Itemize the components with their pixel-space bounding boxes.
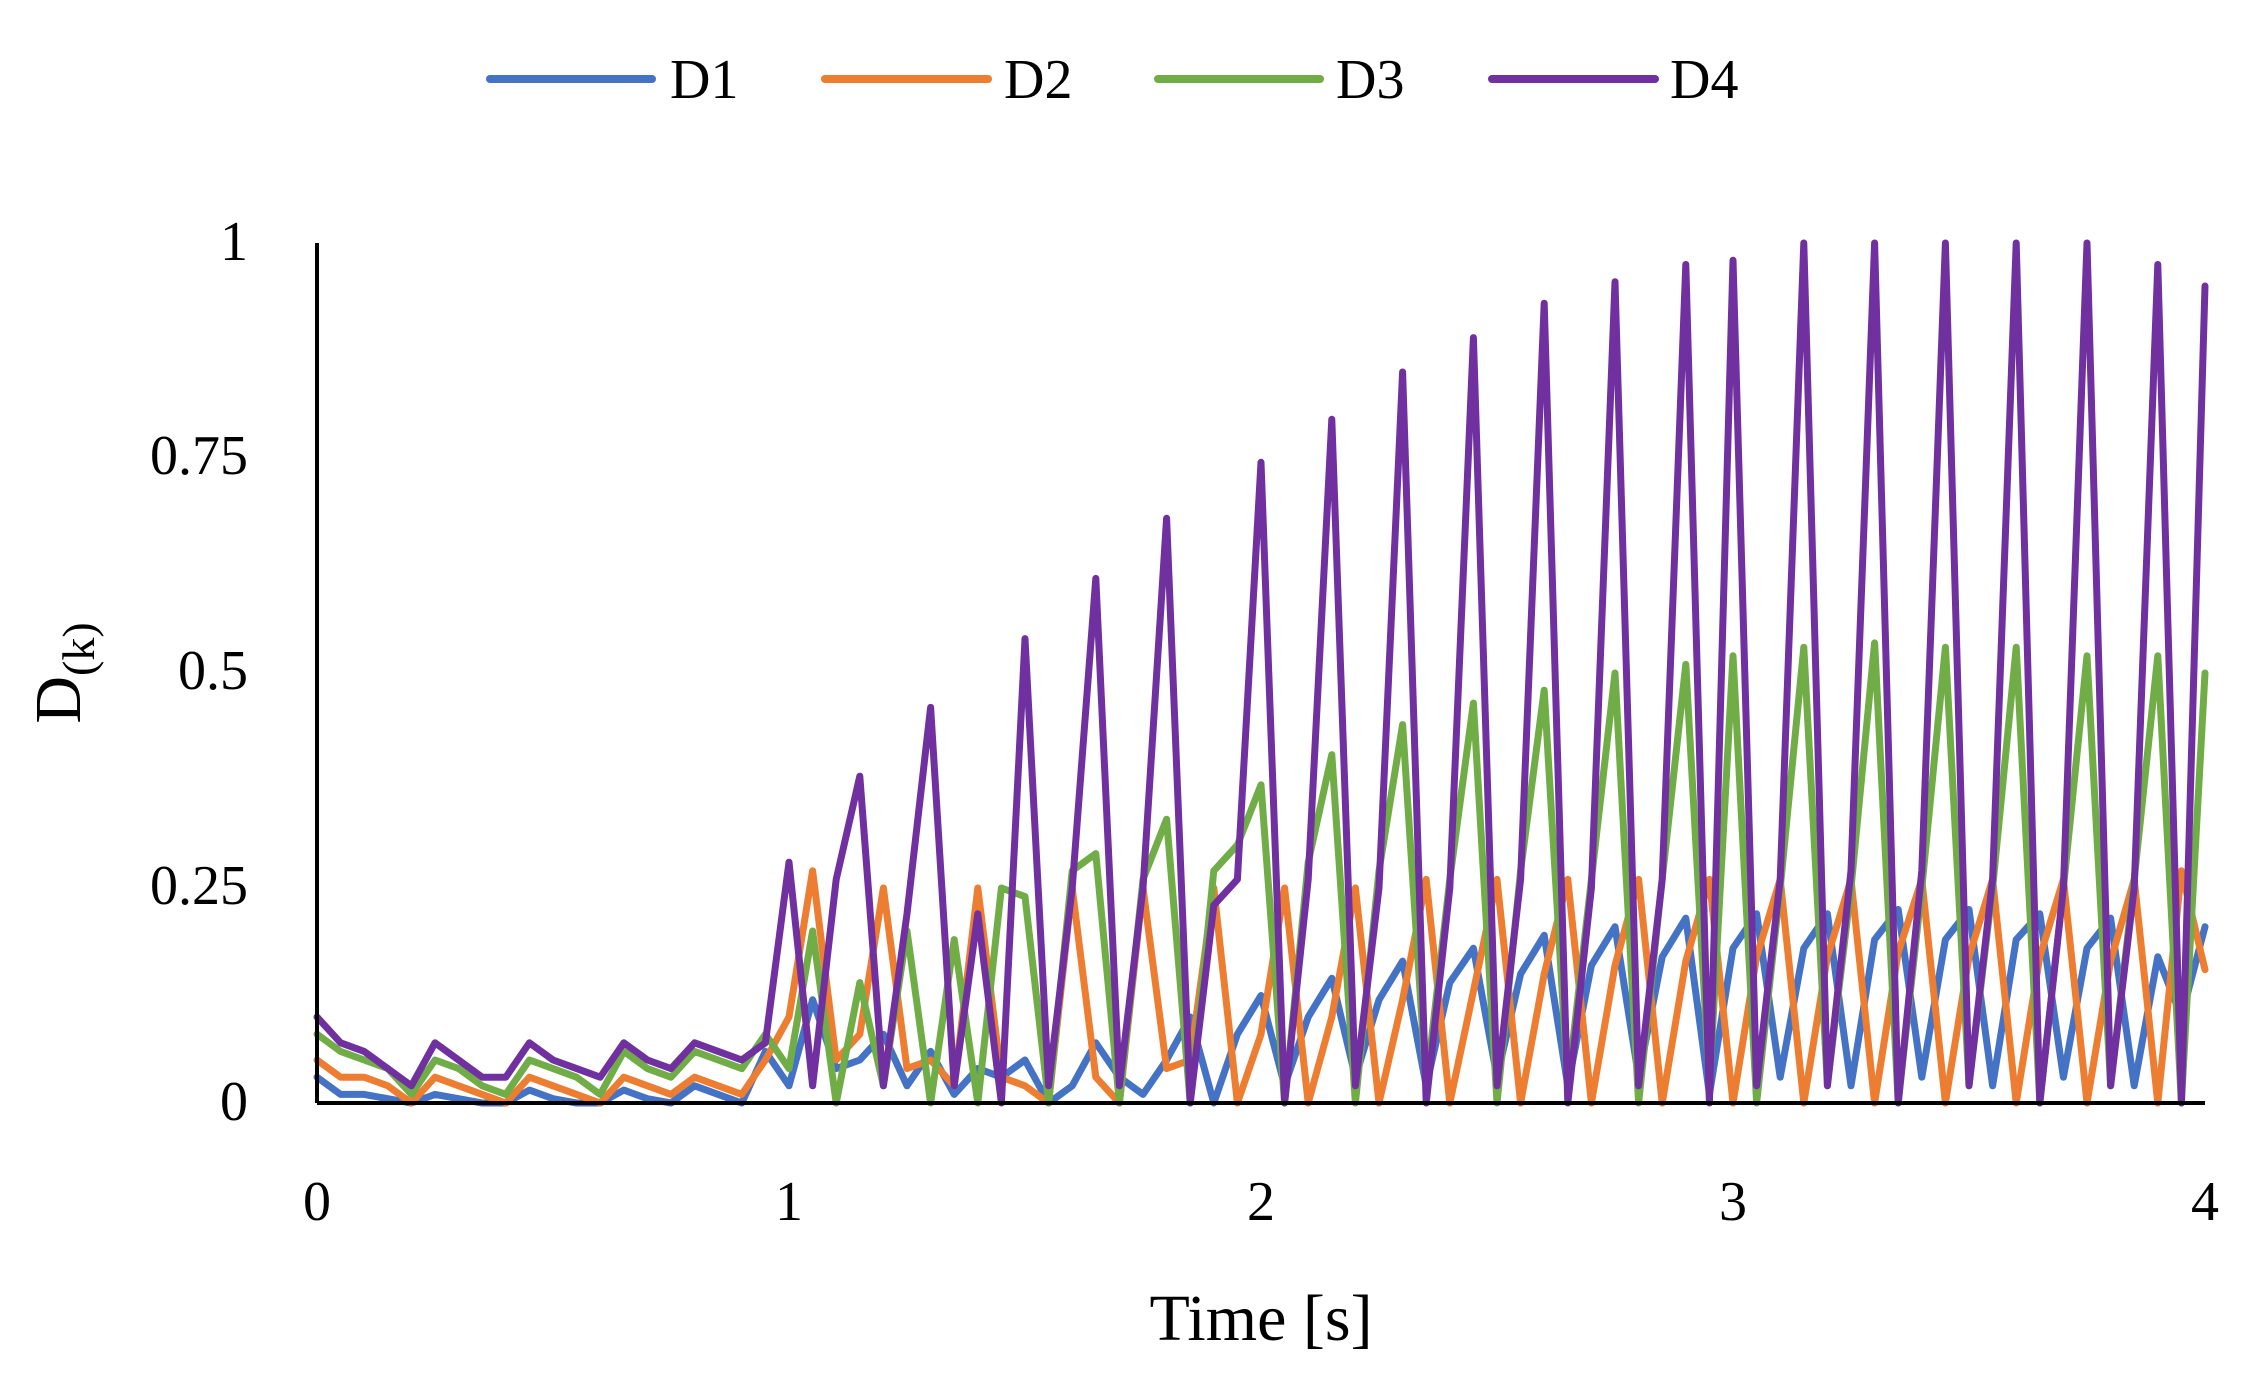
series-layer <box>313 239 2209 1107</box>
y-tick-label: 0.5 <box>178 640 248 702</box>
legend-label-d1: D1 <box>670 49 738 111</box>
y-tick-label: 1 <box>220 211 248 273</box>
x-tick-label: 4 <box>2191 1171 2219 1233</box>
x-tick-label: 3 <box>1719 1171 1747 1233</box>
x-tick-label: 1 <box>775 1171 803 1233</box>
y-ticks: 0 0.25 0.5 0.75 1 <box>150 211 248 1133</box>
y-axis-title: D(k) <box>22 622 104 723</box>
y-tick-label: 0 <box>220 1071 248 1133</box>
series-line-d3 <box>313 639 2209 1107</box>
y-tick-label: 0.25 <box>150 855 248 917</box>
y-axis-title-subscript: (k) <box>53 622 104 676</box>
y-axis-title-main: D <box>22 676 95 724</box>
x-tick-label: 2 <box>1247 1171 1275 1233</box>
legend-label-d2: D2 <box>1004 49 1072 111</box>
x-axis-title: Time [s] <box>1149 1282 1372 1355</box>
legend-label-d3: D3 <box>1336 49 1404 111</box>
legend: D1 D2 D3 D4 <box>486 49 1738 111</box>
y-tick-label: 0.75 <box>150 425 248 487</box>
x-tick-label: 0 <box>303 1171 331 1233</box>
series-line-d4 <box>313 239 2209 1107</box>
y-axis-title-text: D(k) <box>22 622 104 723</box>
x-ticks: 0 1 2 3 4 <box>303 1171 2219 1233</box>
legend-label-d4: D4 <box>1670 49 1738 111</box>
